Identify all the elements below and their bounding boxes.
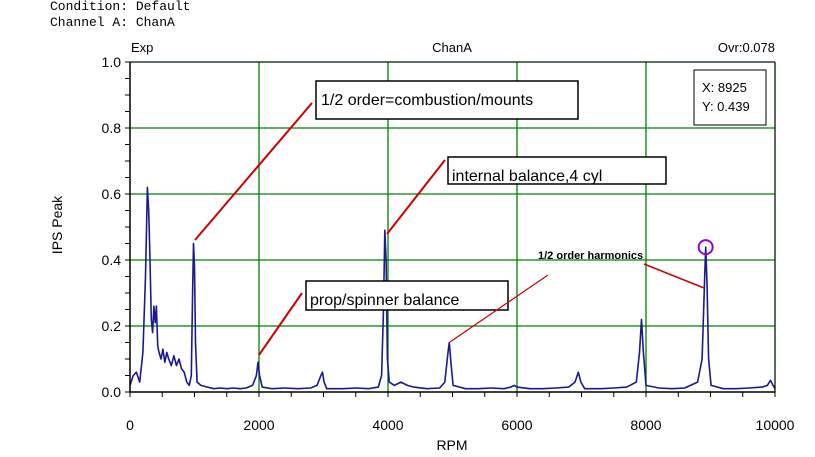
annotation-label: 1/2 order=combustion/mounts [321,92,533,109]
annotation-callout-2: internal balance,4 cyl [386,156,667,235]
x-axis-label: RPM [436,437,467,453]
readout-y: Y: 0.439 [702,99,750,114]
xy-readout-box: X: 8925 Y: 0.439 [693,69,767,126]
annotation-label: 1/2 order harmonics [538,250,643,262]
readout-x: X: 8925 [702,80,747,95]
plot-header-right: Ovr:0.078 [718,40,775,55]
x-tick-label: 4000 [372,417,403,433]
annotation-label: prop/spinner balance [310,292,460,309]
cursor-marker[interactable] [697,239,714,256]
x-tick-label: 6000 [501,417,532,433]
annotation-callout-4: 1/2 order harmonics [449,250,705,343]
plot-header-center: ChanA [432,40,472,55]
series-line [129,186,776,390]
x-tick-label: 0 [126,417,134,433]
x-tick-label: 8000 [630,417,661,433]
annotation-callout-3: prop/spinner balance [258,280,509,356]
y-tick-label: 0.6 [102,186,122,202]
annotation-callout-1: 1/2 order=combustion/mounts [194,80,579,241]
plot-header-left: Exp [131,40,153,55]
y-tick-label: 0.4 [102,252,122,268]
x-tick-label: 2000 [243,417,274,433]
minor-ticks [125,61,776,397]
y-axis-label: IPS Peak [49,195,65,254]
y-tick-label: 1.0 [102,54,122,70]
condition-text: Condition: Default [50,0,191,14]
channel-text: Channel A: ChanA [50,15,175,30]
series-layer [129,186,776,390]
y-tick-label: 0.0 [102,384,122,400]
y-tick-label: 0.8 [102,120,122,136]
x-tick-label: 10000 [756,417,795,433]
y-tick-label: 0.2 [102,318,122,334]
axes: 0 2000 4000 6000 8000 10000 0.0 0.2 0.4 0.6 0.8 1.0 [102,54,795,433]
annotation-label: internal balance,4 cyl [452,168,602,185]
